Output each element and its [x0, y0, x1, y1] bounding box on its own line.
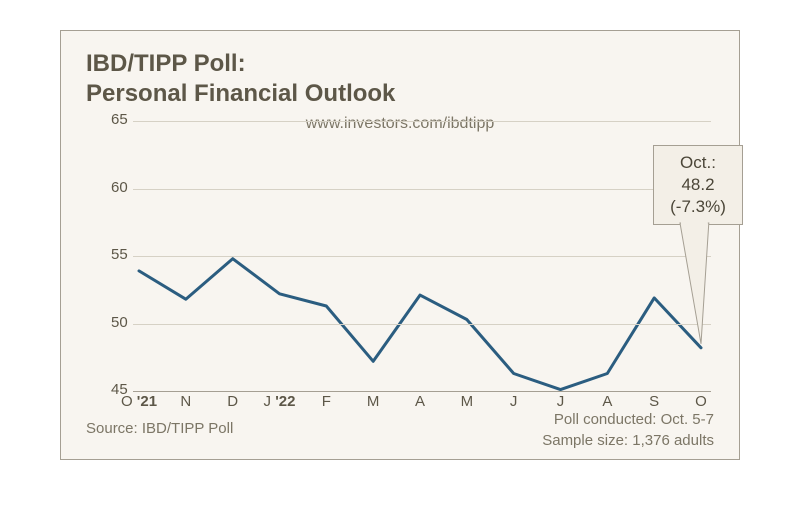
footer-sample-size: Sample size: 1,376 adults: [542, 430, 714, 451]
footer-info: Poll conducted: Oct. 5-7 Sample size: 1,…: [542, 409, 714, 451]
footer-source: Source: IBD/TIPP Poll: [86, 420, 233, 437]
footer-poll-date: Poll conducted: Oct. 5-7: [542, 409, 714, 430]
callout-tail: [61, 31, 741, 461]
callout-pointer: [680, 223, 709, 344]
chart-frame: IBD/TIPP Poll: Personal Financial Outloo…: [60, 30, 740, 460]
